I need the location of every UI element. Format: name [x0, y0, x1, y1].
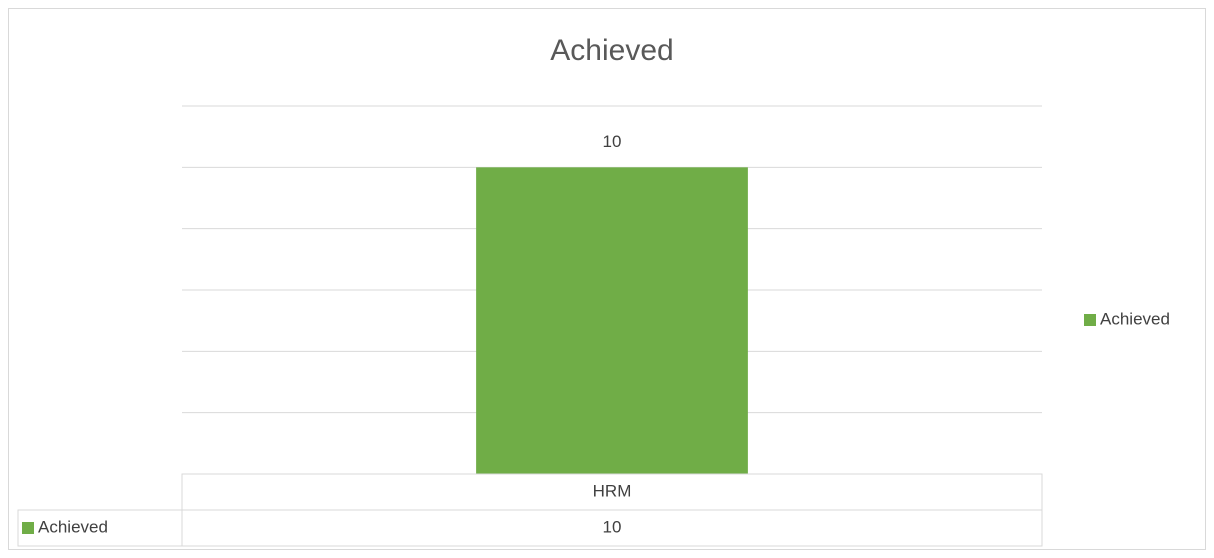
chart-title: Achieved: [550, 34, 673, 67]
table-series-name: Achieved: [38, 517, 108, 536]
table-row: [17, 509, 1043, 547]
data-label: 10: [603, 132, 622, 151]
legend-label: Achieved: [1100, 309, 1170, 328]
legend-key: [22, 522, 34, 534]
legend-key: [1084, 314, 1096, 326]
table-category: HRM: [593, 481, 632, 500]
bar: [476, 167, 748, 475]
table-value: 10: [603, 517, 622, 536]
